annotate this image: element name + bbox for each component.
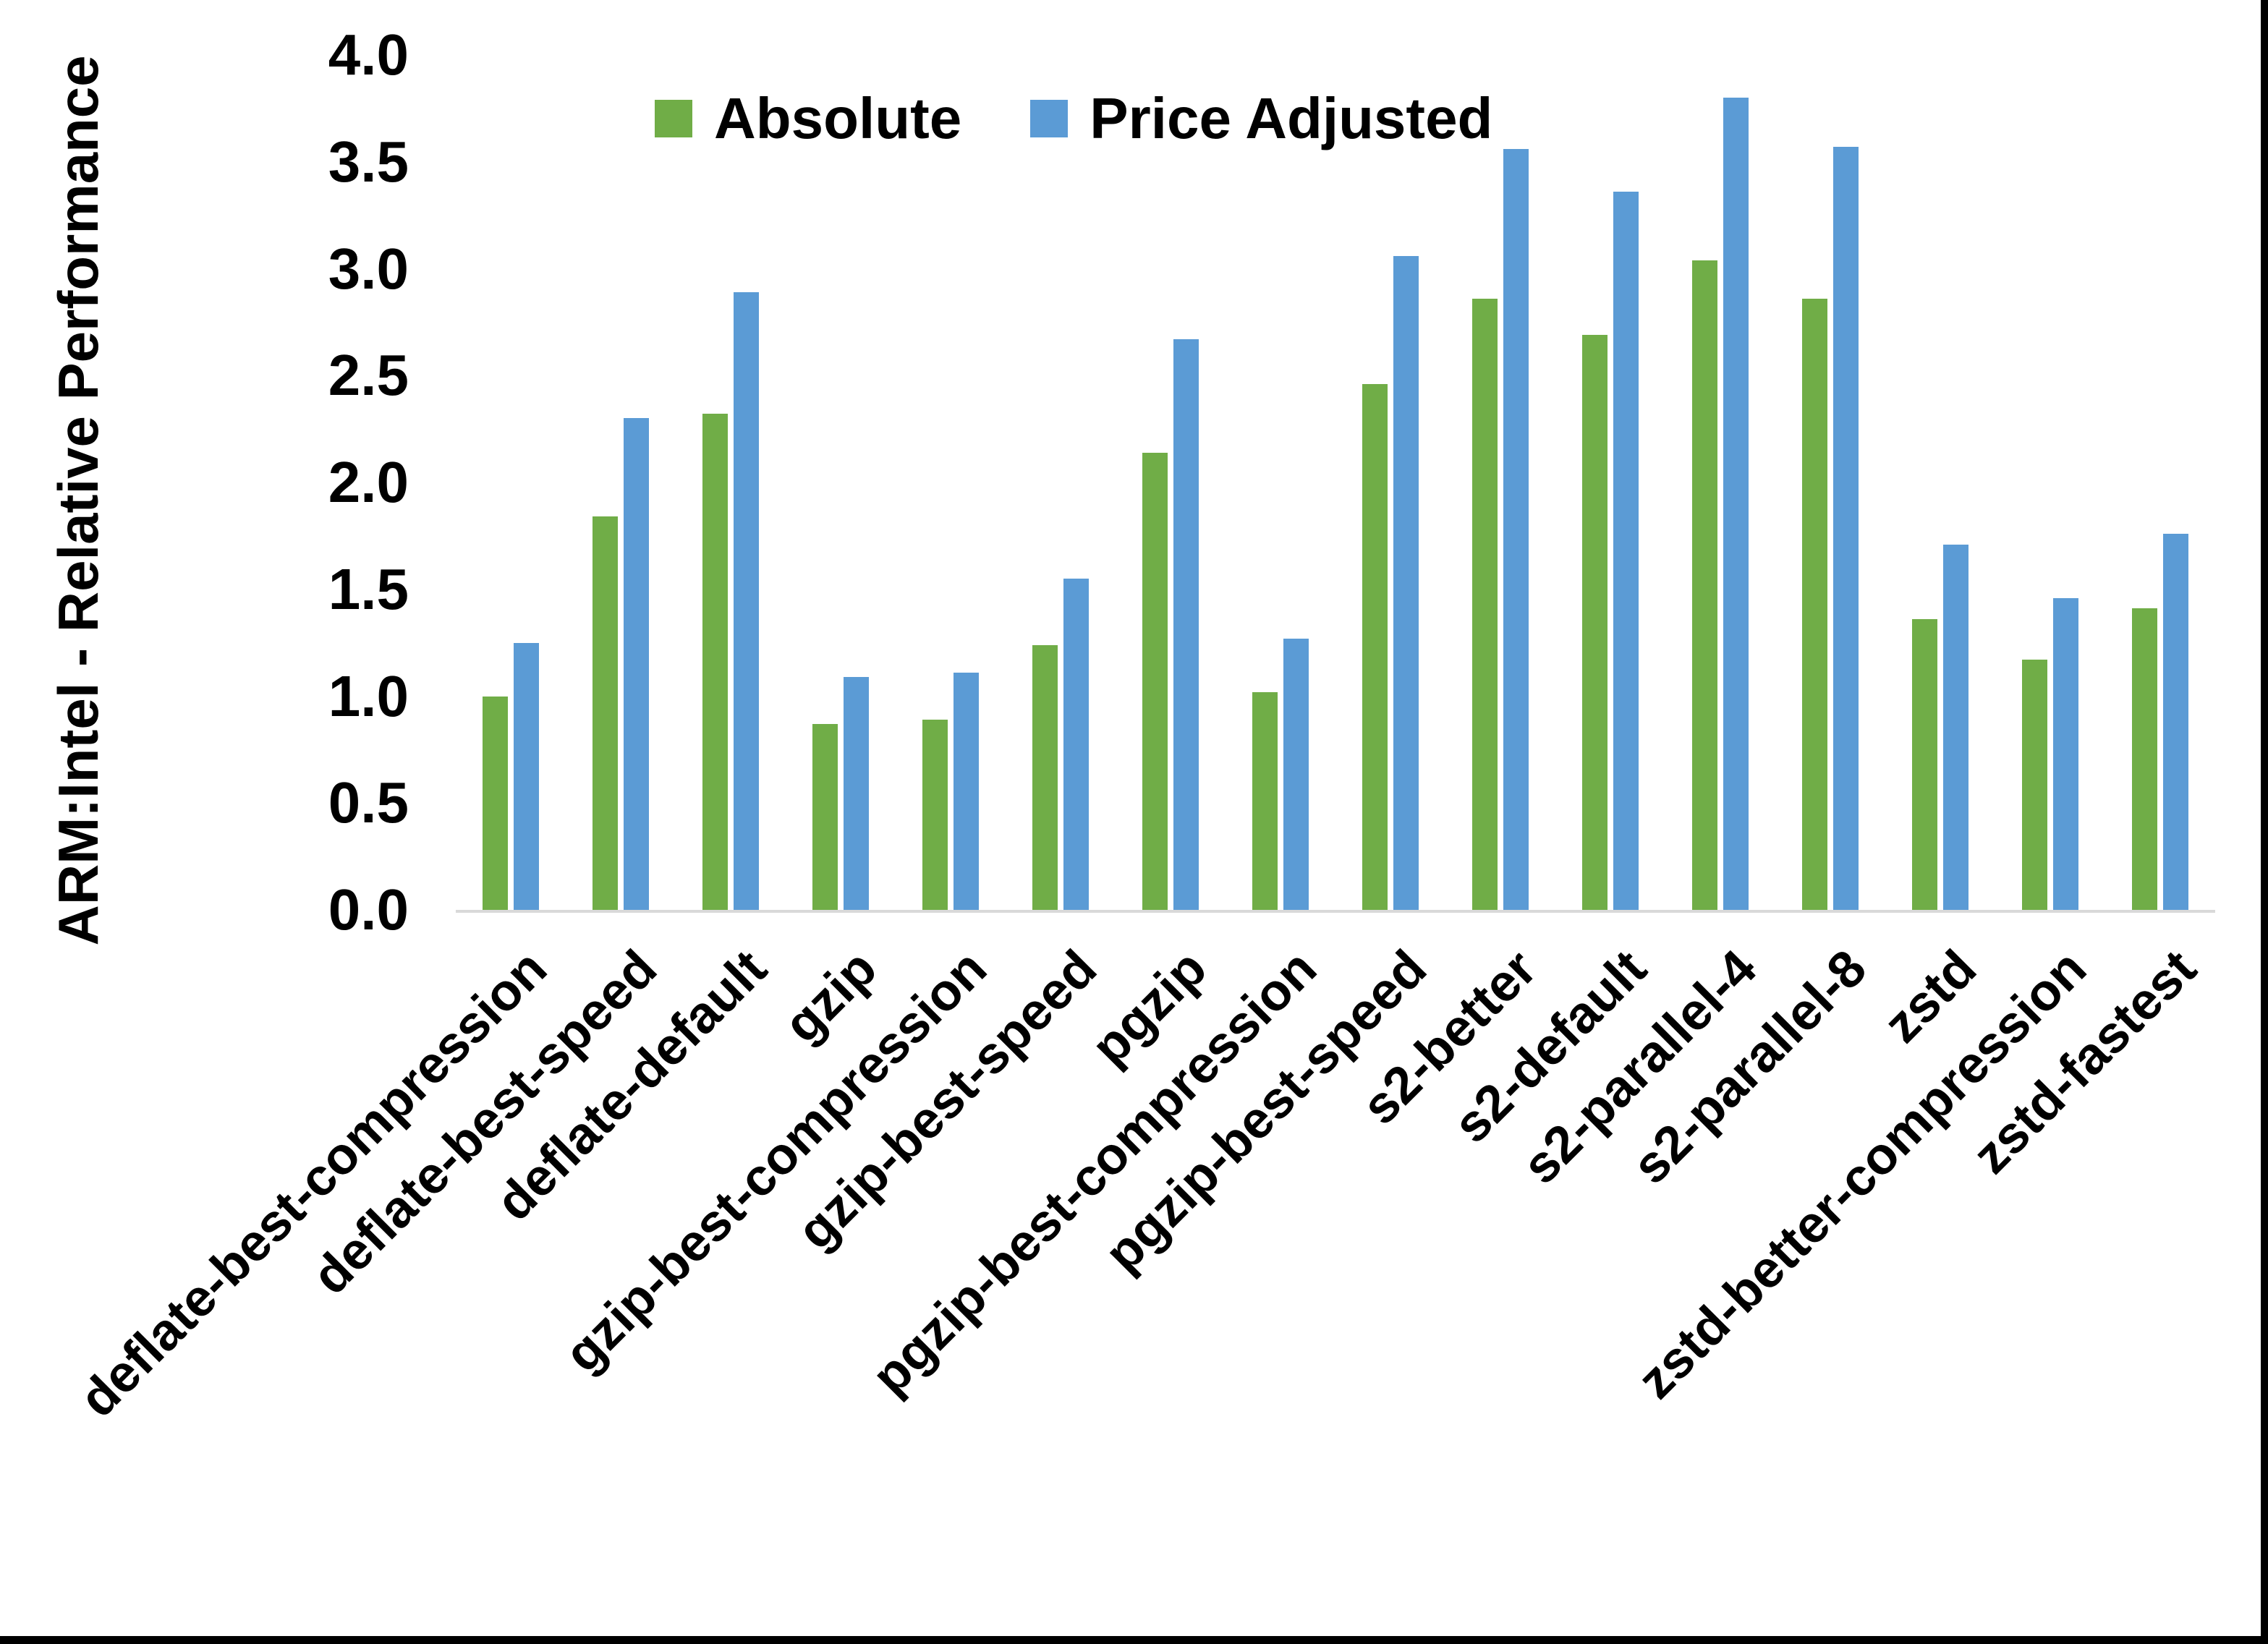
legend-item-absolute: Absolute — [655, 85, 961, 152]
y-tick-label: 2.5 — [328, 343, 409, 408]
y-axis-title: ARM:Intel - Relative Performance — [46, 55, 110, 946]
x-axis-line — [456, 910, 2215, 913]
bar-deflate-best-speed-absolute — [593, 516, 618, 910]
bar-deflate-best-speed-price-adjusted — [624, 418, 649, 910]
bar-pgzip-price-adjusted — [1173, 339, 1199, 910]
bar-zstd-fastest-price-adjusted — [2163, 533, 2188, 910]
bar-pgzip-best-compression-absolute — [1252, 691, 1278, 910]
bar-s2-default-absolute — [1582, 335, 1607, 910]
legend-swatch-price-adjusted — [1030, 100, 1069, 137]
bar-zstd-better-compression-price-adjusted — [2053, 597, 2078, 910]
bar-zstd-absolute — [1912, 619, 1937, 910]
y-tick-label: 0.5 — [328, 770, 409, 835]
bar-gzip-best-speed-price-adjusted — [1063, 578, 1089, 910]
bar-gzip-best-compression-price-adjusted — [954, 672, 979, 910]
bar-s2-parallel-4-absolute — [1692, 260, 1717, 910]
bar-zstd-better-compression-absolute — [2022, 660, 2047, 910]
y-tick-label: 2.0 — [328, 450, 409, 514]
bar-s2-default-price-adjusted — [1613, 192, 1639, 910]
y-tick-label: 1.0 — [328, 663, 409, 728]
bar-gzip-price-adjusted — [844, 676, 869, 910]
bar-zstd-fastest-absolute — [2132, 608, 2157, 910]
right-border — [2261, 0, 2268, 1644]
legend: Absolute Price Adjusted — [655, 85, 1492, 152]
bar-s2-better-price-adjusted — [1503, 149, 1529, 910]
y-tick-label: 3.5 — [328, 129, 409, 194]
y-tick-label: 1.5 — [328, 556, 409, 621]
bar-gzip-best-speed-absolute — [1032, 644, 1058, 910]
bar-gzip-absolute — [812, 723, 838, 910]
bar-gzip-best-compression-absolute — [922, 720, 948, 910]
y-tick-label: 0.0 — [328, 877, 409, 942]
bar-pgzip-best-compression-price-adjusted — [1283, 638, 1309, 910]
bar-zstd-price-adjusted — [1943, 544, 1968, 910]
bar-s2-parallel-4-price-adjusted — [1723, 98, 1749, 910]
legend-label-absolute: Absolute — [714, 86, 962, 150]
y-tick-label: 4.0 — [328, 22, 409, 87]
legend-label-price-adjusted: Price Adjusted — [1090, 86, 1493, 150]
bar-s2-parallel-8-absolute — [1802, 298, 1827, 910]
bar-deflate-default-price-adjusted — [734, 292, 759, 910]
bar-deflate-best-compression-absolute — [483, 696, 508, 910]
y-tick-label: 3.0 — [328, 236, 409, 301]
bar-deflate-best-compression-price-adjusted — [514, 642, 539, 910]
bar-s2-better-absolute — [1472, 298, 1498, 910]
bar-deflate-default-absolute — [702, 414, 728, 910]
bar-pgzip-best-speed-price-adjusted — [1393, 255, 1419, 910]
legend-swatch-absolute — [655, 100, 692, 137]
bar-pgzip-absolute — [1142, 452, 1168, 910]
legend-item-price-adjusted: Price Adjusted — [1030, 85, 1492, 152]
bar-pgzip-best-speed-absolute — [1362, 384, 1388, 910]
bar-s2-parallel-8-price-adjusted — [1833, 147, 1859, 910]
bottom-border — [0, 1636, 2268, 1644]
